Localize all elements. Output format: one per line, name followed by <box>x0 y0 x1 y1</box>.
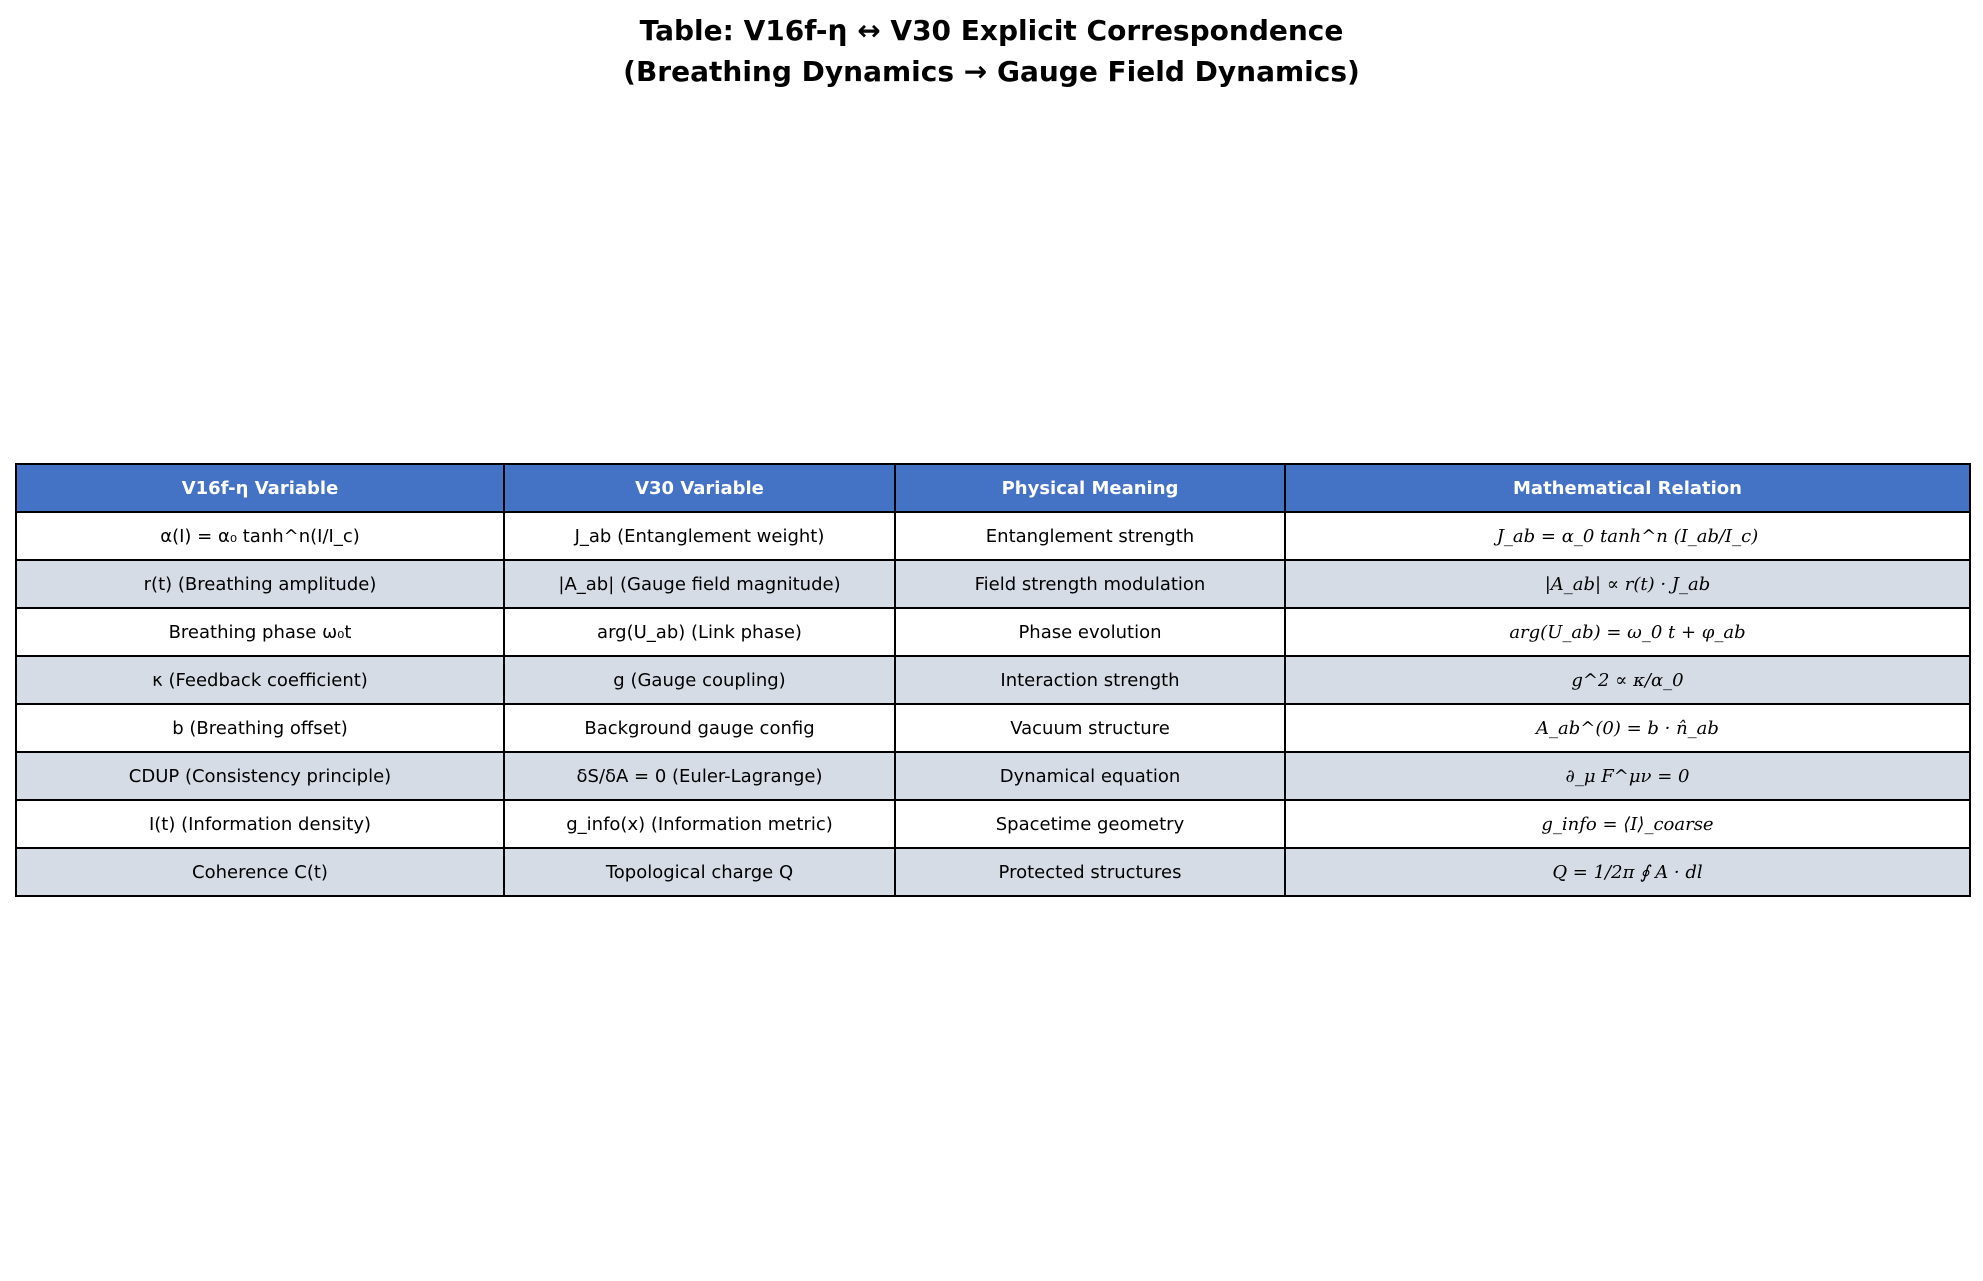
cell-v16f-variable: κ (Feedback coefficient) <box>15 655 505 705</box>
correspondence-table: V16f-η Variable V30 Variable Physical Me… <box>15 463 1971 897</box>
cell-v30-variable: |A_ab| (Gauge field magnitude) <box>503 559 896 609</box>
cell-mathematical-relation: A_ab^(0) = b · n̂_ab <box>1284 703 1971 753</box>
cell-v30-variable: g_info(x) (Information metric) <box>503 799 896 849</box>
cell-physical-meaning: Dynamical equation <box>894 751 1286 801</box>
cell-v16f-variable: r(t) (Breathing amplitude) <box>15 559 505 609</box>
table-row: I(t) (Information density) g_info(x) (Inf… <box>15 799 1971 849</box>
cell-v30-variable: g (Gauge coupling) <box>503 655 896 705</box>
header-physical-meaning: Physical Meaning <box>894 463 1286 513</box>
cell-mathematical-relation: g_info = ⟨I⟩_coarse <box>1284 799 1971 849</box>
table-row: α(I) = α₀ tanh^n(I/I_c) J_ab (Entanglemen… <box>15 511 1971 561</box>
cell-mathematical-relation: g^2 ∝ κ/α_0 <box>1284 655 1971 705</box>
cell-mathematical-relation: arg(U_ab) = ω_0 t + φ_ab <box>1284 607 1971 657</box>
title-line-2: (Breathing Dynamics → Gauge Field Dynami… <box>623 55 1360 88</box>
cell-v16f-variable: Coherence C(t) <box>15 847 505 897</box>
cell-v16f-variable: Breathing phase ω₀t <box>15 607 505 657</box>
header-v30-variable: V30 Variable <box>503 463 896 513</box>
cell-mathematical-relation: Q = 1/2π ∮ A · dl <box>1284 847 1971 897</box>
cell-v16f-variable: CDUP (Consistency principle) <box>15 751 505 801</box>
cell-physical-meaning: Vacuum structure <box>894 703 1286 753</box>
cell-physical-meaning: Entanglement strength <box>894 511 1286 561</box>
cell-mathematical-relation: |A_ab| ∝ r(t) · J_ab <box>1284 559 1971 609</box>
cell-v30-variable: arg(U_ab) (Link phase) <box>503 607 896 657</box>
header-row: V16f-η Variable V30 Variable Physical Me… <box>15 463 1971 513</box>
cell-v30-variable: δS/δA = 0 (Euler-Lagrange) <box>503 751 896 801</box>
cell-mathematical-relation: ∂_μ F^μν = 0 <box>1284 751 1971 801</box>
cell-v30-variable: Topological charge Q <box>503 847 896 897</box>
table-row: r(t) (Breathing amplitude) |A_ab| (Gauge … <box>15 559 1971 609</box>
table-row: κ (Feedback coefficient) g (Gauge couplin… <box>15 655 1971 705</box>
cell-v30-variable: Background gauge config <box>503 703 896 753</box>
cell-v16f-variable: I(t) (Information density) <box>15 799 505 849</box>
cell-physical-meaning: Interaction strength <box>894 655 1286 705</box>
title-line-1: Table: V16f-η ↔ V30 Explicit Corresponde… <box>639 14 1344 47</box>
cell-v30-variable: J_ab (Entanglement weight) <box>503 511 896 561</box>
cell-v16f-variable: b (Breathing offset) <box>15 703 505 753</box>
table-row: Coherence C(t) Topological charge Q Protec… <box>15 847 1971 897</box>
cell-mathematical-relation: J_ab = α_0 tanh^n (I_ab/I_c) <box>1284 511 1971 561</box>
page-title: Table: V16f-η ↔ V30 Explicit Corresponde… <box>0 10 1983 92</box>
cell-physical-meaning: Protected structures <box>894 847 1286 897</box>
table-row: CDUP (Consistency principle) δS/δA = 0 (E… <box>15 751 1971 801</box>
header-v16f-variable: V16f-η Variable <box>15 463 505 513</box>
cell-v16f-variable: α(I) = α₀ tanh^n(I/I_c) <box>15 511 505 561</box>
cell-physical-meaning: Spacetime geometry <box>894 799 1286 849</box>
header-mathematical-relation: Mathematical Relation <box>1284 463 1971 513</box>
table-row: b (Breathing offset) Background gauge con… <box>15 703 1971 753</box>
cell-physical-meaning: Phase evolution <box>894 607 1286 657</box>
cell-physical-meaning: Field strength modulation <box>894 559 1286 609</box>
table-row: Breathing phase ω₀t arg(U_ab) (Link phase… <box>15 607 1971 657</box>
